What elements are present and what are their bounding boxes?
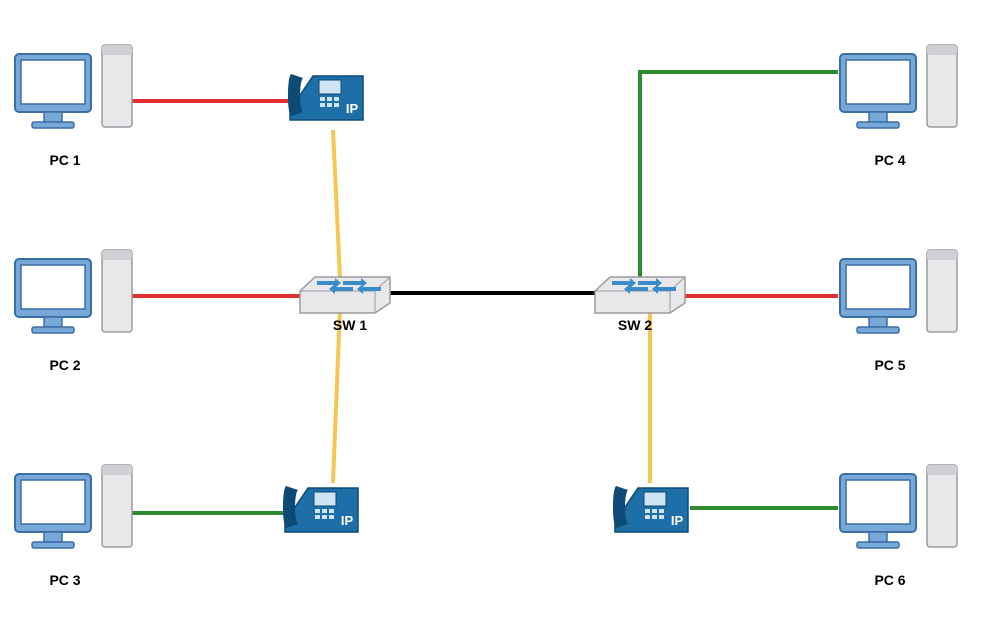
pc1-label: PC 1 [30,152,100,168]
pc2-label: PC 2 [30,357,100,373]
pc4-icon [840,45,957,128]
phone2-icon [283,486,358,532]
pc5-icon [840,250,957,333]
link-3 [333,130,340,278]
sw2-label: SW 2 [600,317,670,333]
pc3-label: PC 3 [30,572,100,588]
pc6-label: PC 6 [855,572,925,588]
pc6-icon [840,465,957,548]
sw1-label: SW 1 [315,317,385,333]
pc1-icon [15,45,132,128]
phone1-icon [288,74,363,120]
link-4 [333,308,340,483]
pc5-label: PC 5 [855,357,925,373]
network-diagram: IP [0,0,1000,622]
pc2-icon [15,250,132,333]
connections [125,72,838,513]
pc4-label: PC 4 [855,152,925,168]
phone3-icon [613,486,688,532]
link-6 [640,72,838,278]
sw2-icon [595,277,685,313]
pc3-icon [15,465,132,548]
sw1-icon [300,277,390,313]
